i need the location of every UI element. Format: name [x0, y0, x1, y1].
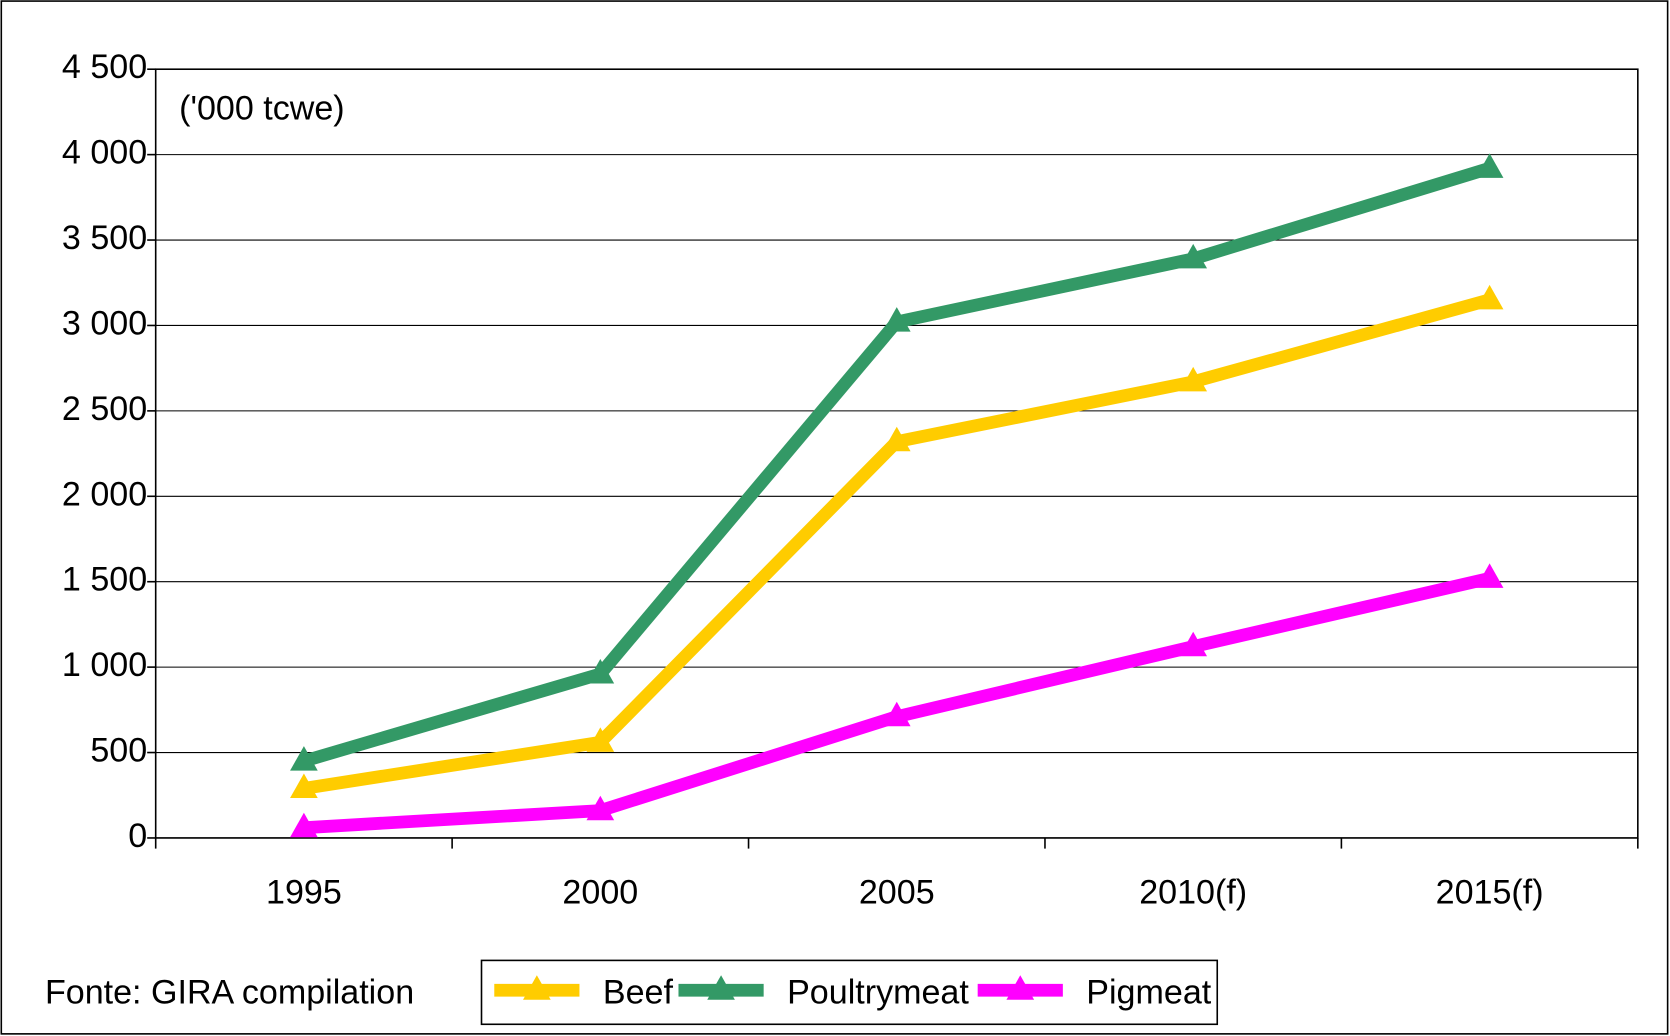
- data-point: [586, 727, 615, 752]
- y-tick-label: 4 000: [62, 134, 147, 172]
- y-tick-label: 2 000: [62, 475, 147, 513]
- data-point: [882, 701, 911, 727]
- x-tick-label: 1995: [266, 873, 342, 911]
- data-point: [290, 773, 318, 798]
- x-tick-label: 2015(f): [1436, 873, 1544, 911]
- y-tick-label: 1 500: [62, 561, 147, 599]
- data-point: [290, 746, 318, 771]
- legend-label: Poultrymeat: [787, 973, 969, 1011]
- x-tick-label: 2010(f): [1139, 873, 1247, 911]
- data-point: [1179, 243, 1208, 269]
- data-point: [1179, 631, 1208, 657]
- source-note: Fonte: GIRA compilation: [45, 973, 414, 1011]
- legend-marker: [707, 975, 735, 1000]
- y-tick-label: 4 500: [62, 48, 147, 86]
- legend-marker: [1006, 975, 1035, 1000]
- data-point: [882, 426, 911, 452]
- data-point: [586, 659, 615, 684]
- data-point: [290, 812, 318, 838]
- y-tick-label: 500: [90, 732, 147, 770]
- data-point: [1179, 366, 1208, 392]
- legend-box: [480, 959, 1219, 1026]
- x-tick-label: 2005: [859, 873, 935, 911]
- data-point: [1475, 153, 1504, 178]
- y-tick-label: 0: [128, 817, 147, 855]
- x-tick-label: 2000: [562, 873, 638, 911]
- legend-marker: [523, 975, 551, 1000]
- legend-label: Beef: [603, 973, 674, 1011]
- data-point: [1475, 284, 1504, 310]
- data-point: [1475, 563, 1504, 588]
- data-point: [882, 307, 911, 332]
- legend-label: Pigmeat: [1086, 973, 1211, 1011]
- y-tick-label: 3 000: [62, 304, 147, 342]
- y-tick-label: 3 500: [62, 219, 147, 257]
- unit-annotation: ('000 tcwe): [179, 90, 345, 128]
- y-tick-label: 2 500: [62, 390, 147, 428]
- data-point: [586, 795, 615, 821]
- y-tick-label: 1 000: [62, 646, 147, 684]
